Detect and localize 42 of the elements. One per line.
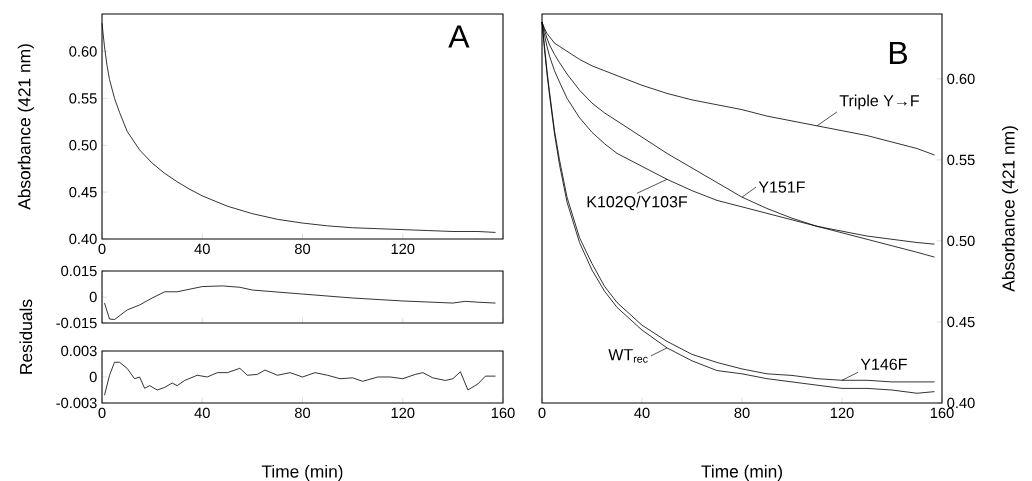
x-tick-label: 160 [491,407,515,419]
y-tick-label: 0.015 [61,265,97,277]
y-tick-label: 0.55 [947,154,975,166]
y-tick-label: 0 [89,371,97,383]
x-tick-label: 40 [634,407,650,419]
x-tick-label: 40 [194,243,210,255]
x-axis-title: Time (min) [701,464,782,481]
y-tick-label: 0.60 [947,73,975,85]
x-axis-title: Time (min) [261,464,343,481]
x-tick-label: 80 [294,243,311,255]
x-tick-label: 0 [538,407,546,419]
y-axis-title: Absorbance (421 nm) [17,44,34,210]
x-tick-label: 120 [830,407,854,419]
x-tick-label: 80 [734,407,750,419]
x-tick-label: 120 [391,243,415,255]
y-axis-title: Residuals [19,299,33,374]
y-tick-label: 0.45 [69,186,97,198]
y-tick-label: -0.003 [56,397,97,409]
x-tick-label: 120 [391,407,415,419]
y-tick-label: 0.50 [947,235,975,247]
annotation: A [448,25,470,48]
y-axis-title: Absorbance (421 nm) [1001,126,1019,292]
y-tick-label: 0.60 [69,46,97,57]
x-tick-label: 0 [98,407,106,419]
x-tick-label: 160 [930,407,954,419]
y-tick-label: 0.40 [947,397,975,409]
x-tick-label: 80 [294,407,311,419]
series-label: Triple Y→F [839,94,919,110]
y-tick-label: 0 [89,291,97,303]
annotation: B [889,41,907,64]
series-label: Y146F [860,358,907,370]
y-tick-label: 0.003 [61,345,97,357]
series-label: WT$_{rec}$ [608,349,648,363]
x-tick-label: 40 [194,407,210,419]
y-tick-label: 0.45 [947,316,975,328]
y-tick-label: 0.50 [69,140,97,151]
y-tick-label: -0.015 [56,317,97,329]
legend-label: Y151F [758,181,805,193]
y-tick-label: 0.40 [69,233,97,245]
x-tick-label: 0 [98,243,106,255]
series-label: K102Q/Y103F [587,195,688,211]
y-tick-label: 0.55 [69,93,97,104]
